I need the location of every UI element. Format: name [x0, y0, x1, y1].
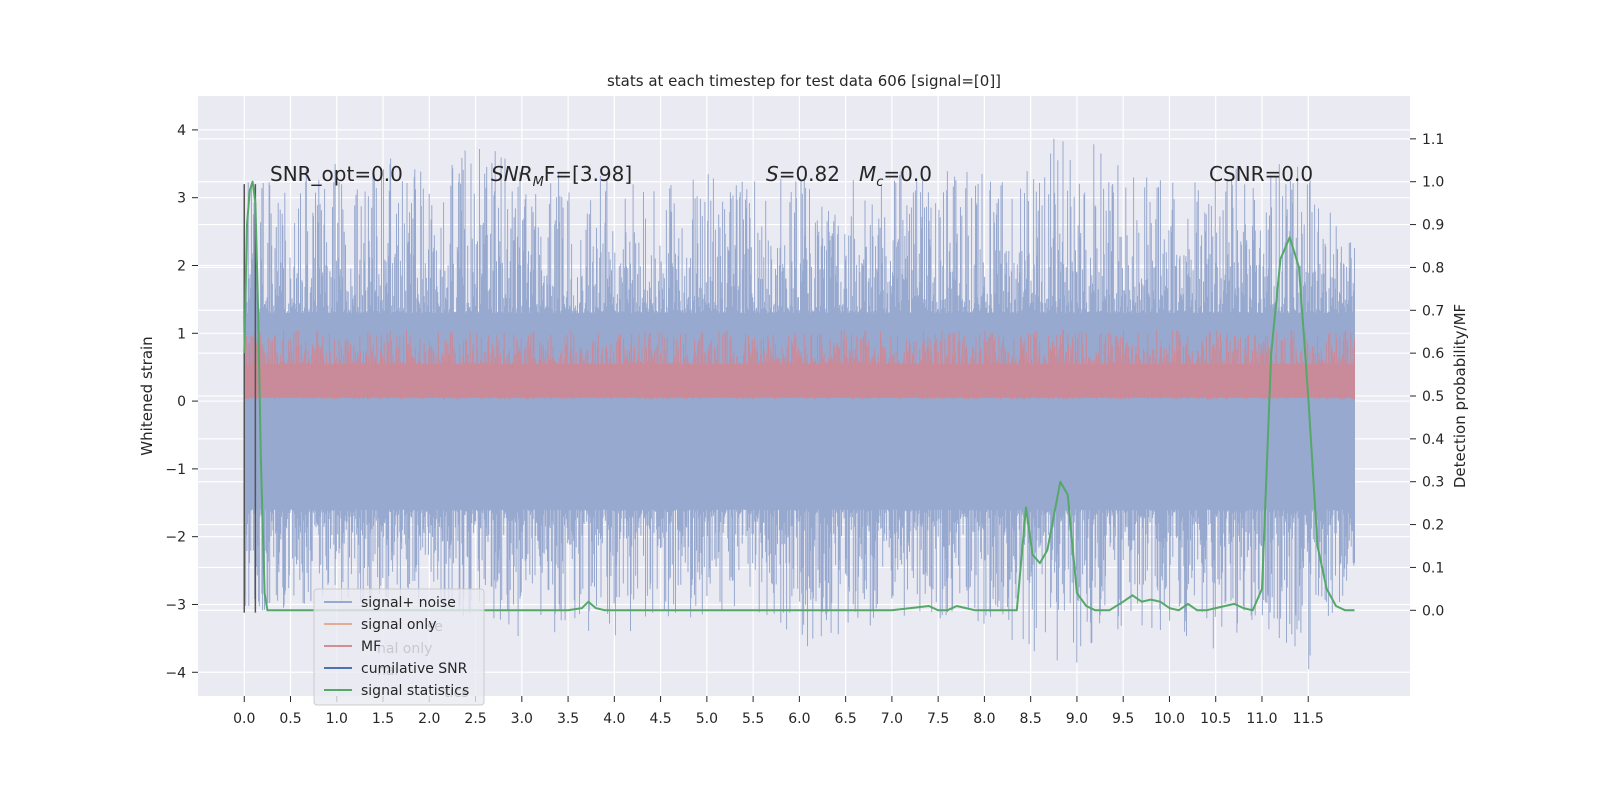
x-tick-label: 0.5	[279, 711, 301, 727]
y-axis-label: Whitened strain	[138, 336, 156, 455]
y-tick-label: 0	[177, 394, 186, 410]
y2-tick-label: 0.6	[1422, 346, 1444, 362]
legend-ghost-1: se	[427, 619, 443, 635]
annotation-mc: Mc=0.0	[859, 162, 932, 190]
y2-tick-label: 0.3	[1422, 475, 1444, 491]
x-tick-label: 4.5	[649, 711, 671, 727]
x-tick-label: 8.5	[1020, 711, 1042, 727]
annotation-snr-opt: SNR_opt=0.0	[270, 162, 403, 186]
legend-label-signal-statistics: signal statistics	[361, 683, 469, 699]
x-tick-label: 8.0	[973, 711, 995, 727]
y-tick-label: −1	[165, 462, 186, 478]
x-tick-label: 1.0	[326, 711, 348, 727]
y-tick-label: 4	[177, 123, 186, 139]
x-tick-label: 7.0	[881, 711, 903, 727]
annotation-s-rest: =0.82	[779, 162, 840, 186]
y-tick-label: −4	[165, 665, 186, 681]
y-tick-label: 3	[177, 191, 186, 207]
annotation-s-base: S	[766, 162, 779, 186]
y2-tick-label: 0.1	[1422, 560, 1444, 576]
y2-tick-label: 0.9	[1422, 218, 1444, 234]
legend-label-signal-only: signal only	[361, 617, 436, 633]
y-tick-label: 1	[177, 326, 186, 342]
x-tick-label: 7.5	[927, 711, 949, 727]
annotation-csnr: CSNR=0.0	[1209, 162, 1313, 186]
x-tick-label: 0.0	[233, 711, 255, 727]
x-tick-label: 6.5	[835, 711, 857, 727]
x-tick-label: 3.5	[557, 711, 579, 727]
legend: se nal only nai tics signal+ noise signa…	[313, 588, 485, 706]
legend-label-cumulative-snr: cumilative SNR	[361, 661, 468, 677]
x-tick-label: 9.5	[1112, 711, 1134, 727]
annotation-s: S=0.82	[766, 162, 840, 186]
legend-ghost-4: tics	[444, 685, 468, 701]
x-tick-label: 6.0	[788, 711, 810, 727]
annotation-snr-mf: SNRMF=[3.98]	[491, 162, 632, 190]
annotation-snr-mf-sub: M	[533, 175, 544, 190]
legend-ghost-3: nai	[377, 663, 398, 679]
y2-tick-label: 0.2	[1422, 518, 1444, 534]
x-tick-label: 9.0	[1066, 711, 1088, 727]
x-tick-label: 11.0	[1246, 711, 1277, 727]
y-tick-label: −2	[165, 530, 186, 546]
annotation-snr-mf-rest: F=[3.98]	[544, 162, 632, 186]
annotation-mc-rest: =0.0	[883, 162, 932, 186]
legend-label-mf: MF	[361, 639, 381, 655]
x-tick-label: 11.5	[1293, 711, 1324, 727]
x-tick-label: 1.5	[372, 711, 394, 727]
x-tick-label: 2.5	[464, 711, 486, 727]
y2-tick-label: 0.5	[1422, 389, 1444, 405]
annotation-snr-mf-base: SNR	[491, 162, 533, 186]
y2-tick-label: 0.7	[1422, 303, 1444, 319]
legend-box	[313, 588, 485, 706]
annotation-mc-base: M	[859, 162, 876, 186]
x-tick-label: 4.0	[603, 711, 625, 727]
annotation-mc-sub: c	[876, 175, 883, 190]
chart-title: stats at each timestep for test data 606…	[607, 72, 1001, 90]
y-tick-label: −3	[165, 597, 186, 613]
vertical-markers	[243, 184, 257, 613]
y-tick-label: 2	[177, 258, 186, 274]
y2-tick-label: 0.8	[1422, 260, 1444, 276]
x-tick-label: 3.0	[511, 711, 533, 727]
x-tick-label: 2.0	[418, 711, 440, 727]
x-tick-label: 5.0	[696, 711, 718, 727]
legend-label-signal-noise: signal+ noise	[361, 595, 456, 611]
y2-tick-label: 1.0	[1422, 175, 1444, 191]
x-tick-label: 5.5	[742, 711, 764, 727]
y2-tick-label: 1.1	[1422, 132, 1444, 148]
x-tick-label: 10.5	[1200, 711, 1231, 727]
y2-tick-label: 0.4	[1422, 432, 1444, 448]
legend-ghost-2: nal only	[377, 641, 432, 657]
y-axis-ticks: 4 3 2 1 0 −1 −2 −3 −4	[165, 123, 198, 681]
x-axis-ticks: 0.0 0.5 1.0 1.5 2.0 2.5 3.0 3.5 4.0 4.5 5.0 5.5 6.0 6…	[233, 696, 1324, 727]
x-tick-label: 10.0	[1154, 711, 1185, 727]
y2-axis-ticks: 1.1 1.0 0.9 0.8 0.7 0.6 0.5 0.4 0.3 0.2 0.1 0.0	[1410, 132, 1444, 619]
y2-tick-label: 0.0	[1422, 603, 1444, 619]
mf-series	[243, 329, 1355, 400]
y2-axis-label: Detection probability/MF	[1451, 304, 1469, 488]
